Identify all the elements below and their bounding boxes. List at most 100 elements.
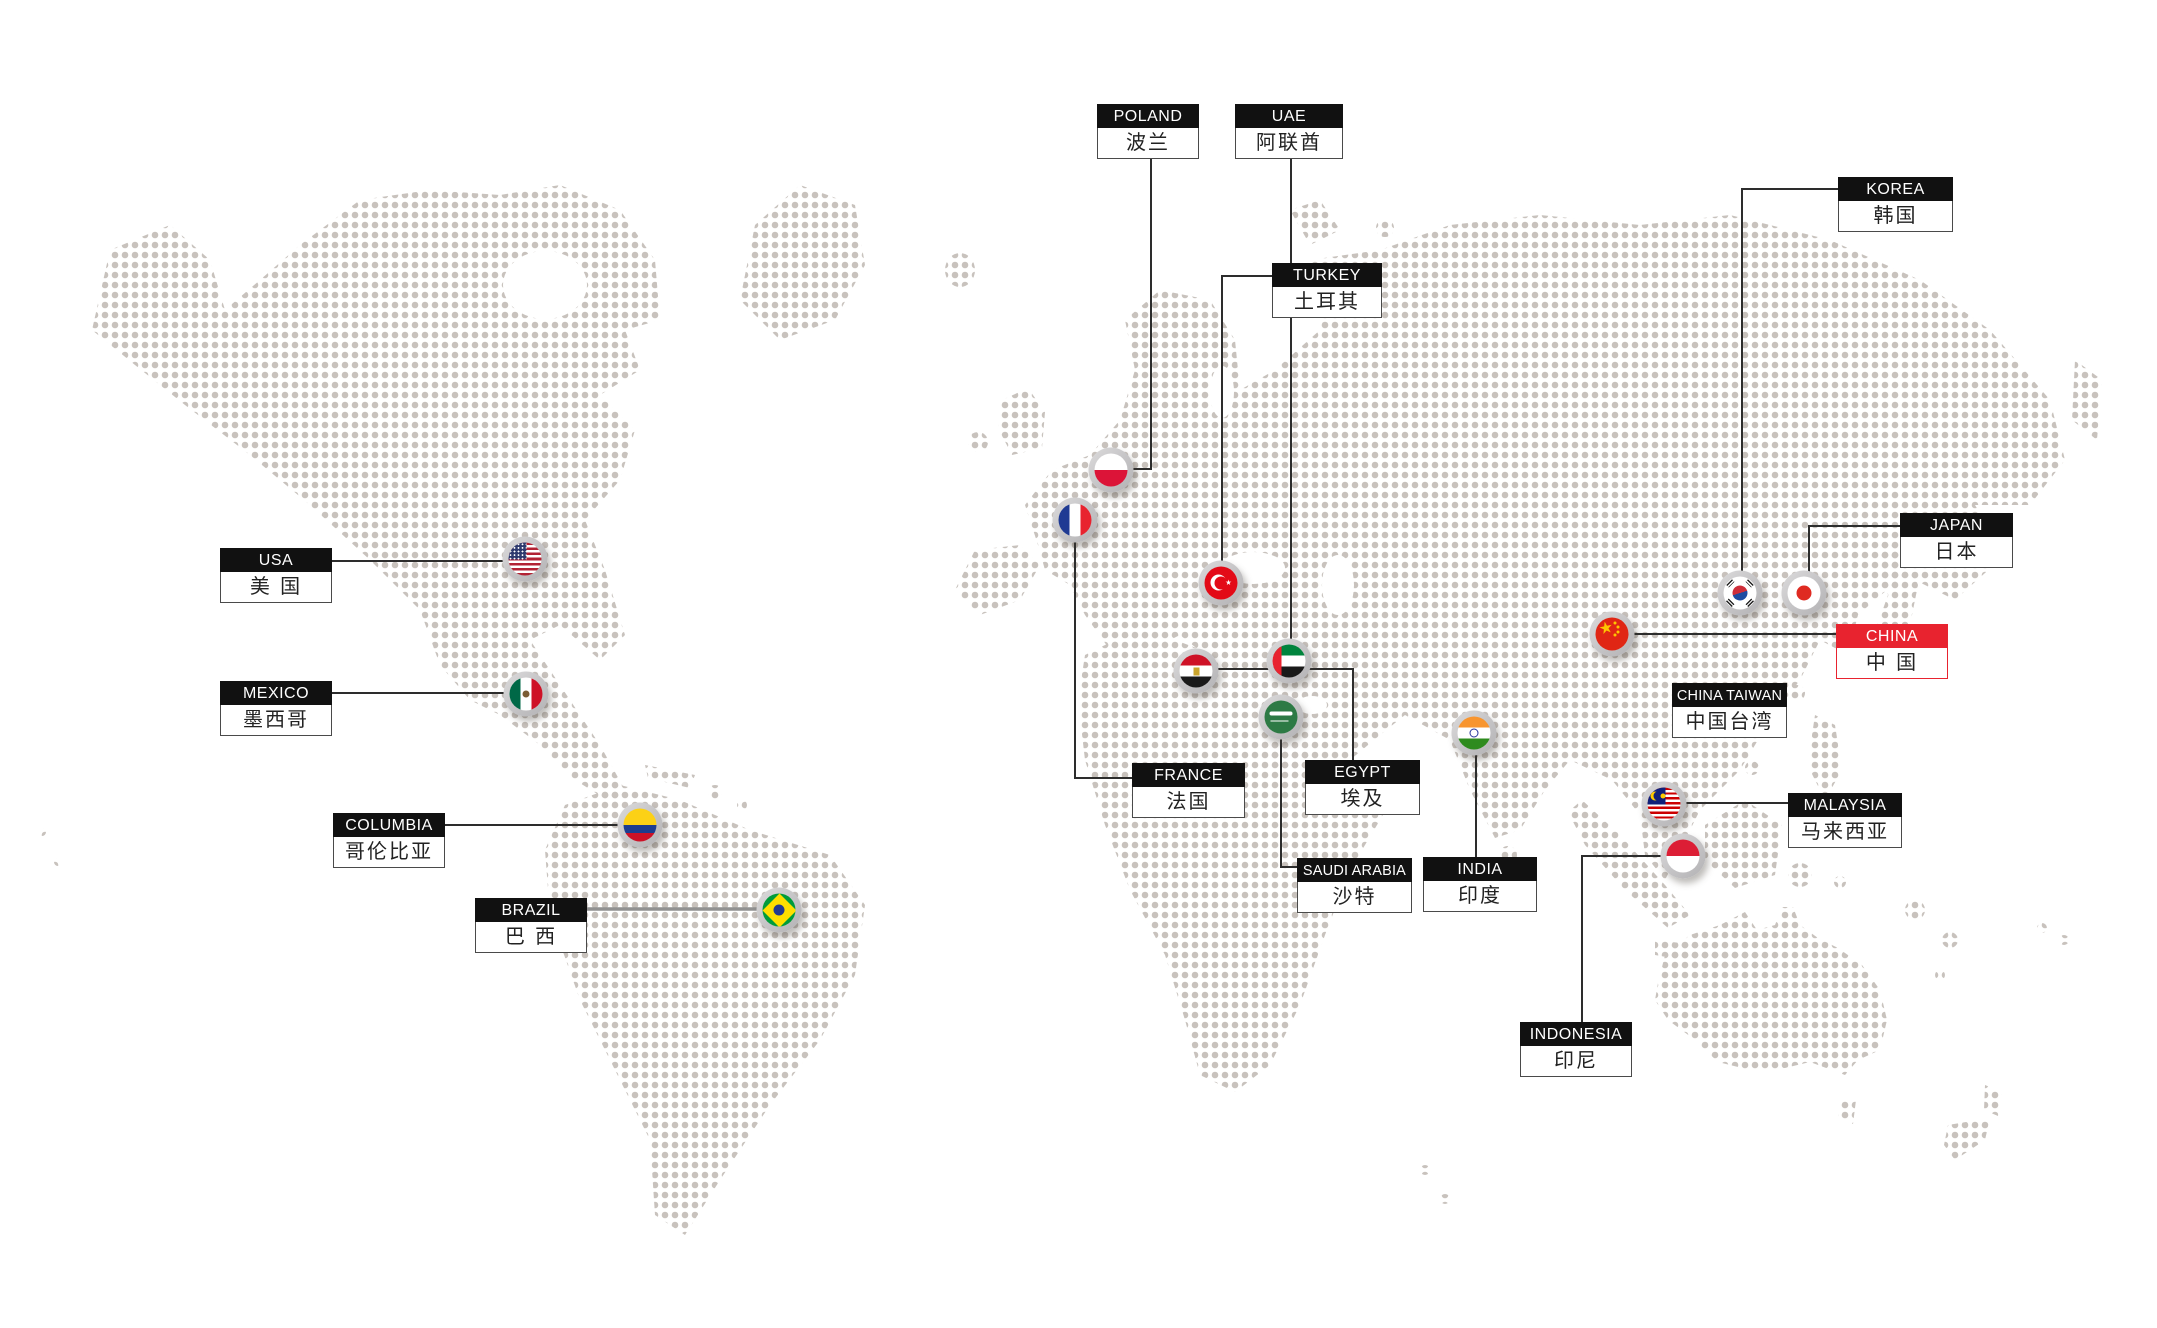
marker-malaysia: [1641, 781, 1687, 827]
label-usa: USA 美 国: [220, 548, 332, 603]
label-usa-zh: 美 国: [220, 572, 332, 603]
label-turkey: TURKEY 土耳其: [1272, 263, 1382, 318]
uae-flag-bar: [1272, 644, 1282, 678]
islands-new-zealand-south: [1944, 1118, 1990, 1160]
usa-flag-icon: [508, 542, 542, 576]
caspian-sea: [1322, 555, 1354, 615]
hudson-bay: [503, 251, 587, 319]
marker-mexico: [503, 671, 549, 717]
island-borneo: [1705, 800, 1782, 888]
continent-australia: [1655, 907, 1887, 1075]
marker-saudi-arabia: [1258, 694, 1304, 740]
islands-new-zealand: [1984, 1085, 2002, 1116]
label-turkey-zh: 土耳其: [1272, 287, 1382, 318]
label-brazil: BRAZIL 巴 西: [475, 898, 587, 953]
uae-flag-icon: [1272, 644, 1306, 678]
label-japan-en: JAPAN: [1900, 513, 2013, 537]
label-india: INDIA 印度: [1423, 857, 1537, 912]
island-ireland: [968, 432, 988, 452]
label-china: CHINA 中 国: [1836, 624, 1948, 679]
dot-galapagos-1: [38, 828, 46, 836]
marker-usa: [502, 536, 548, 582]
label-poland-zh: 波兰: [1097, 128, 1199, 159]
label-china-en: CHINA: [1836, 624, 1948, 648]
mexico-flag-emblem: [522, 690, 530, 698]
indonesia-flag-icon: [1666, 839, 1700, 873]
turkey-flag-crescent: [1210, 574, 1228, 591]
label-saudi-arabia-en: SAUDI ARABIA: [1297, 858, 1412, 882]
poland-flag-icon: [1094, 453, 1128, 487]
china-flag-icon: [1595, 617, 1629, 651]
egypt-flag-icon: [1179, 654, 1213, 688]
label-china-taiwan: CHINA TAIWAN 中国台湾: [1672, 683, 1787, 738]
egypt-flag-emblem: [1193, 667, 1199, 675]
brazil-flag-icon: [762, 893, 796, 927]
connector-saudi-arabia: [1280, 717, 1297, 868]
dot-galapagos-2: [54, 858, 62, 866]
label-china-taiwan-en: CHINA TAIWAN: [1672, 683, 1787, 707]
colombia-flag-icon: [623, 808, 657, 842]
label-france-en: FRANCE: [1132, 763, 1245, 787]
label-france: FRANCE 法国: [1132, 763, 1245, 818]
india-flag-icon: [1457, 716, 1491, 750]
island-pacific-2: [2037, 923, 2047, 933]
label-japan: JAPAN 日本: [1900, 513, 2013, 568]
brazil-flag-globe: [773, 904, 785, 916]
usa-flag-canton: [508, 542, 527, 559]
island-new-guinea-1: [1905, 900, 1925, 920]
saudi-arabia-flag-icon: [1264, 700, 1298, 734]
malaysia-flag-crescent: [1650, 791, 1662, 801]
persian-gulf: [1297, 696, 1327, 714]
label-indonesia-zh: 印尼: [1520, 1046, 1632, 1077]
label-france-zh: 法国: [1132, 787, 1245, 818]
label-uae: UAE 阿联酋: [1235, 104, 1343, 159]
india-flag-chakra: [1469, 728, 1479, 738]
saudi-flag-sword: [1270, 720, 1289, 722]
marker-uae: [1266, 638, 1312, 684]
island-taiwan: [1789, 685, 1805, 701]
malaysia-flag-icon: [1647, 787, 1681, 821]
korea-flag-taegeuk: [1730, 583, 1750, 603]
label-uae-en: UAE: [1235, 104, 1343, 128]
label-korea: KOREA 韩国: [1838, 177, 1953, 232]
connector-egypt: [1196, 668, 1354, 761]
region-iberia: [955, 545, 1040, 615]
japan-flag-icon: [1787, 576, 1821, 610]
islands-philippines: [1810, 715, 1842, 800]
japan-flag-sun: [1796, 585, 1812, 601]
label-egypt-en: EGYPT: [1305, 760, 1420, 784]
island-caribbean: [737, 800, 747, 810]
connector-indonesia: [1581, 855, 1683, 1022]
island-greenland: [740, 185, 865, 340]
marker-india: [1451, 710, 1497, 756]
connector-korea: [1741, 188, 1838, 593]
turkey-flag-star: [1225, 579, 1232, 585]
dot-stray-2: [1440, 1194, 1450, 1204]
label-china-taiwan-zh: 中国台湾: [1672, 707, 1787, 738]
island-new-guinea-2: [1942, 932, 1958, 948]
label-malaysia-en: MALAYSIA: [1788, 793, 1902, 817]
label-poland-en: POLAND: [1097, 104, 1199, 128]
island-tasmania: [1838, 1098, 1856, 1124]
label-egypt-zh: 埃及: [1305, 784, 1420, 815]
region-chukotka: [2072, 360, 2102, 440]
marker-columbia: [617, 802, 663, 848]
label-uae-zh: 阿联酋: [1235, 128, 1343, 159]
label-india-zh: 印度: [1423, 881, 1537, 912]
island-hispaniola: [708, 785, 722, 799]
island-sulawesi: [1788, 863, 1812, 887]
france-flag-icon: [1058, 503, 1092, 537]
korea-flag-trigram: [1724, 577, 1735, 588]
marker-japan: [1781, 570, 1827, 616]
island-iceland: [945, 253, 975, 287]
label-japan-zh: 日本: [1900, 537, 2013, 568]
label-malaysia: MALAYSIA 马来西亚: [1788, 793, 1902, 848]
continent-north-america: [92, 185, 660, 805]
turkey-flag-icon: [1204, 566, 1238, 600]
island-sumatra: [1568, 800, 1690, 928]
china-flag-small-stars: [1613, 621, 1617, 625]
label-saudi-arabia-zh: 沙特: [1297, 882, 1412, 913]
china-flag-star: [1598, 620, 1613, 635]
korea-flag-trigram: [1745, 598, 1756, 609]
marker-poland: [1088, 447, 1134, 493]
